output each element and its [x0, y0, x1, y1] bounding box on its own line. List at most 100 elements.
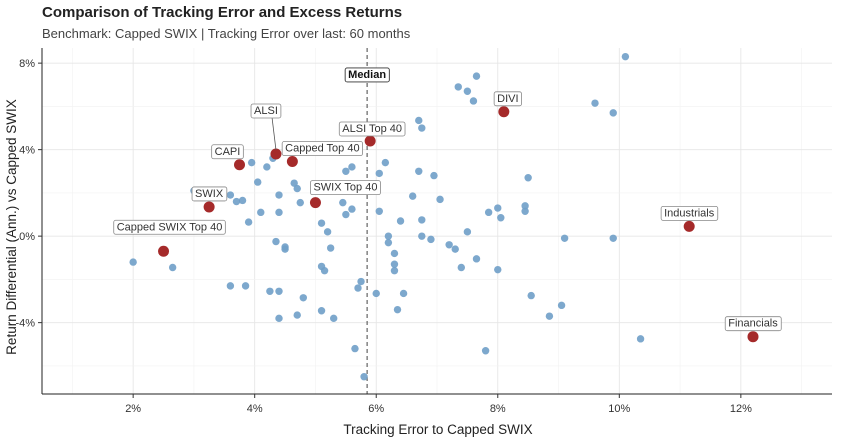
peer-point — [408, 192, 417, 200]
peer-point — [375, 207, 383, 215]
label-leader-line — [271, 116, 277, 151]
peer-point — [296, 198, 304, 207]
x-tick-label: 12% — [730, 403, 752, 415]
peer-point — [244, 218, 253, 226]
peer-point — [430, 171, 438, 180]
peer-point — [263, 163, 271, 171]
peer-point — [339, 198, 347, 207]
peer-point — [254, 178, 262, 186]
label-box — [338, 121, 406, 137]
peer-point — [399, 289, 408, 298]
point-label: CAPI — [215, 146, 241, 158]
label-box — [660, 206, 719, 221]
peer-point — [384, 232, 393, 240]
x-tick-label: 6% — [368, 403, 384, 415]
peer-point — [463, 87, 472, 95]
peer-point — [560, 234, 569, 242]
peer-point — [317, 219, 326, 227]
peer-point — [275, 208, 283, 217]
peer-point — [329, 314, 338, 323]
peer-point — [320, 267, 329, 275]
peer-point — [247, 158, 256, 167]
peer-point — [275, 287, 283, 295]
peer-point — [396, 217, 405, 225]
peer-point — [415, 116, 423, 125]
peer-point — [168, 263, 177, 272]
y-axis-title: Return Differential (Ann.) vs Capped SWI… — [4, 99, 19, 355]
point-label: Capped Top 40 — [285, 143, 359, 155]
point-label: Industrials — [664, 207, 715, 219]
chart-title: Comparison of Tracking Error and Excess … — [42, 4, 403, 21]
x-tick-label: 2% — [125, 403, 141, 415]
peer-point — [281, 245, 289, 253]
highlight-point — [270, 148, 282, 160]
label-box — [281, 141, 363, 156]
peer-point — [481, 347, 490, 355]
peer-point — [232, 197, 241, 206]
peer-point — [317, 307, 326, 315]
peer-point — [266, 287, 274, 295]
peer-point — [393, 305, 402, 314]
data-points — [129, 52, 759, 381]
peer-point — [521, 207, 529, 215]
point-label: SWIX Top 40 — [313, 182, 377, 194]
peer-point — [472, 255, 481, 263]
peer-point — [497, 214, 505, 222]
peer-point — [445, 241, 453, 249]
x-tick-label: 8% — [490, 403, 506, 415]
highlight-point — [364, 135, 376, 147]
peer-point — [557, 301, 566, 310]
peer-point — [275, 191, 283, 199]
point-label: Financials — [728, 318, 778, 330]
peer-point — [372, 289, 380, 298]
peer-point — [293, 184, 301, 193]
peer-point — [290, 179, 298, 187]
x-tick-label: 4% — [247, 403, 263, 415]
highlight-point — [286, 156, 298, 168]
label-box — [113, 219, 226, 235]
peer-point — [323, 228, 332, 236]
peer-point — [472, 72, 481, 80]
label-box — [191, 186, 228, 202]
axes: 2% 4% 6% 8% 10% 12% -4% 0% 4% 8% — [15, 48, 832, 415]
highlight-point — [683, 220, 695, 232]
peer-point — [436, 195, 444, 204]
peer-point — [609, 234, 617, 242]
peer-point — [299, 294, 308, 302]
peer-point — [226, 282, 235, 290]
y-tick-label: -4% — [15, 318, 35, 330]
peer-point — [390, 267, 399, 275]
peer-point — [326, 244, 335, 252]
point-label: DIVI — [497, 93, 518, 105]
peer-point — [348, 205, 356, 213]
peer-point — [494, 265, 502, 274]
peer-point — [609, 109, 617, 117]
label-box — [724, 316, 782, 332]
peer-point — [275, 314, 283, 323]
label-box — [493, 91, 522, 107]
y-tick-label: 0% — [19, 231, 35, 243]
peer-point — [463, 228, 472, 236]
y-tick-label: 8% — [19, 58, 35, 70]
highlight-point — [747, 331, 759, 343]
peer-point — [427, 235, 435, 244]
label-box — [250, 103, 282, 119]
highlight-point — [234, 159, 245, 171]
highlight-point — [309, 197, 321, 209]
peer-point — [621, 52, 630, 61]
point-label: ALSI — [254, 105, 278, 117]
point-labels: Median Capped SWIX Top 40 SWIX CAPI ALSI Capp… — [113, 67, 782, 332]
peer-point — [390, 260, 399, 268]
label-box — [211, 144, 244, 160]
peer-point — [521, 202, 529, 210]
highlight-point — [158, 245, 170, 257]
point-label: ALSI Top 40 — [342, 123, 402, 135]
peer-point — [418, 216, 426, 224]
peer-point — [418, 124, 426, 132]
highlight-point — [203, 201, 215, 213]
peer-point — [342, 167, 350, 175]
peer-point — [415, 167, 423, 175]
peer-point — [342, 210, 350, 219]
peer-point — [375, 169, 383, 178]
x-axis-title: Tracking Error to Capped SWIX — [343, 422, 532, 437]
